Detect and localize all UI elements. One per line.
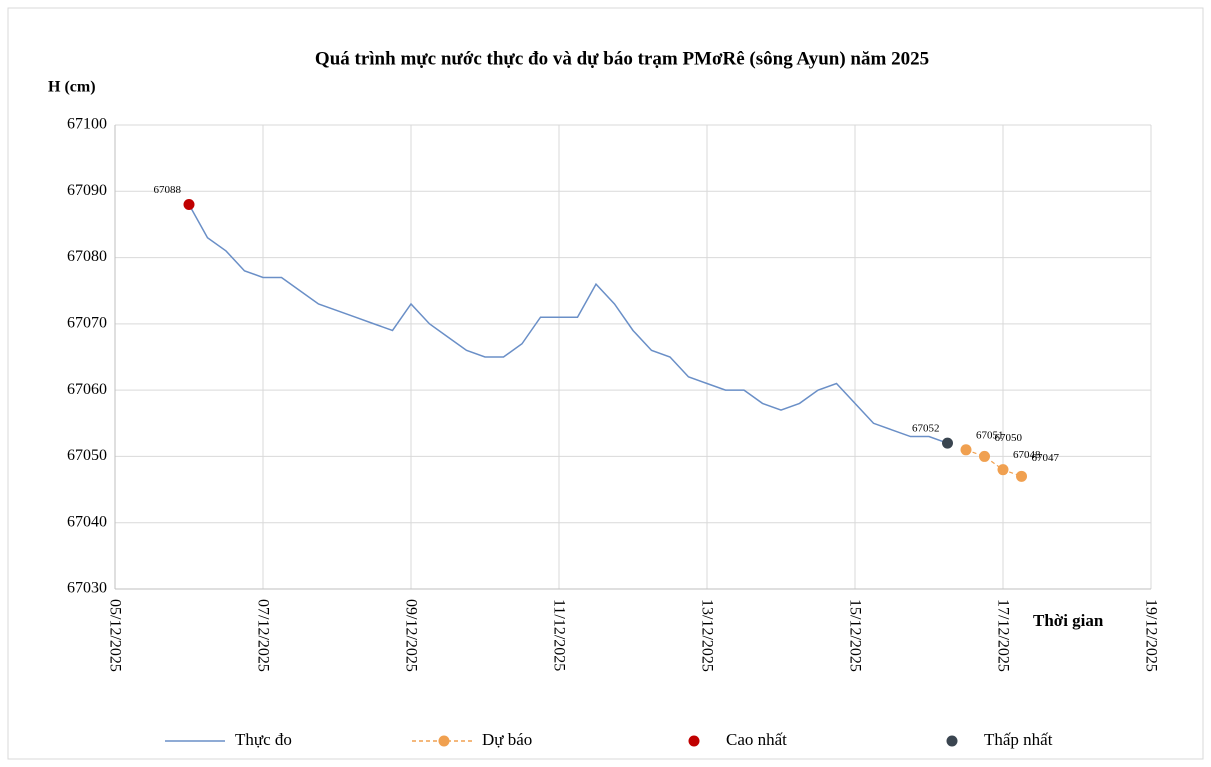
legend-label: Dự báo bbox=[482, 730, 532, 749]
x-tick-label: 05/12/2025 bbox=[106, 599, 123, 672]
data-point bbox=[979, 450, 990, 462]
y-tick-label: 67080 bbox=[67, 248, 107, 265]
y-tick-label: 67050 bbox=[67, 447, 107, 464]
x-axis-label: Thời gian bbox=[1033, 611, 1104, 630]
data-label: 67051 bbox=[976, 429, 1004, 441]
x-tick-label: 07/12/2025 bbox=[254, 599, 271, 672]
x-tick-label: 11/12/2025 bbox=[550, 599, 567, 671]
data-label: 67052 bbox=[912, 423, 940, 435]
data-label: 67050 bbox=[995, 432, 1023, 444]
data-point bbox=[960, 444, 972, 456]
x-tick-label: 09/12/2025 bbox=[402, 599, 419, 672]
legend-label: Cao nhất bbox=[726, 730, 787, 749]
legend-label: Thực đo bbox=[235, 730, 292, 749]
x-tick-label: 13/12/2025 bbox=[698, 599, 715, 672]
y-axis-label: H (cm) bbox=[48, 79, 96, 96]
data-label: 67047 bbox=[1032, 452, 1060, 464]
x-tick-label: 19/12/2025 bbox=[1142, 599, 1159, 672]
chart-frame bbox=[7, 7, 1204, 760]
data-label: 67088 bbox=[154, 184, 182, 196]
data-point bbox=[997, 464, 1009, 476]
y-tick-label: 67100 bbox=[67, 116, 107, 133]
data-point bbox=[183, 199, 195, 211]
y-tick-label: 67070 bbox=[67, 315, 107, 332]
legend-marker bbox=[688, 735, 700, 747]
y-tick-label: 67060 bbox=[67, 381, 107, 398]
legend-marker bbox=[438, 735, 450, 747]
data-point bbox=[942, 437, 953, 449]
legend-label: Thấp nhất bbox=[984, 730, 1053, 749]
x-tick-label: 17/12/2025 bbox=[994, 599, 1011, 672]
y-tick-label: 67030 bbox=[67, 580, 107, 597]
y-tick-label: 67040 bbox=[67, 513, 107, 530]
legend-marker bbox=[946, 735, 958, 747]
data-point bbox=[1016, 470, 1027, 482]
x-tick-label: 15/12/2025 bbox=[846, 599, 863, 672]
chart-title: Quá trình mực nước thực đo và dự báo trạ… bbox=[315, 48, 929, 69]
series-line bbox=[965, 449, 1022, 477]
y-tick-label: 67090 bbox=[67, 182, 107, 199]
data-label: 67048 bbox=[1013, 449, 1041, 461]
series-line bbox=[188, 204, 948, 444]
